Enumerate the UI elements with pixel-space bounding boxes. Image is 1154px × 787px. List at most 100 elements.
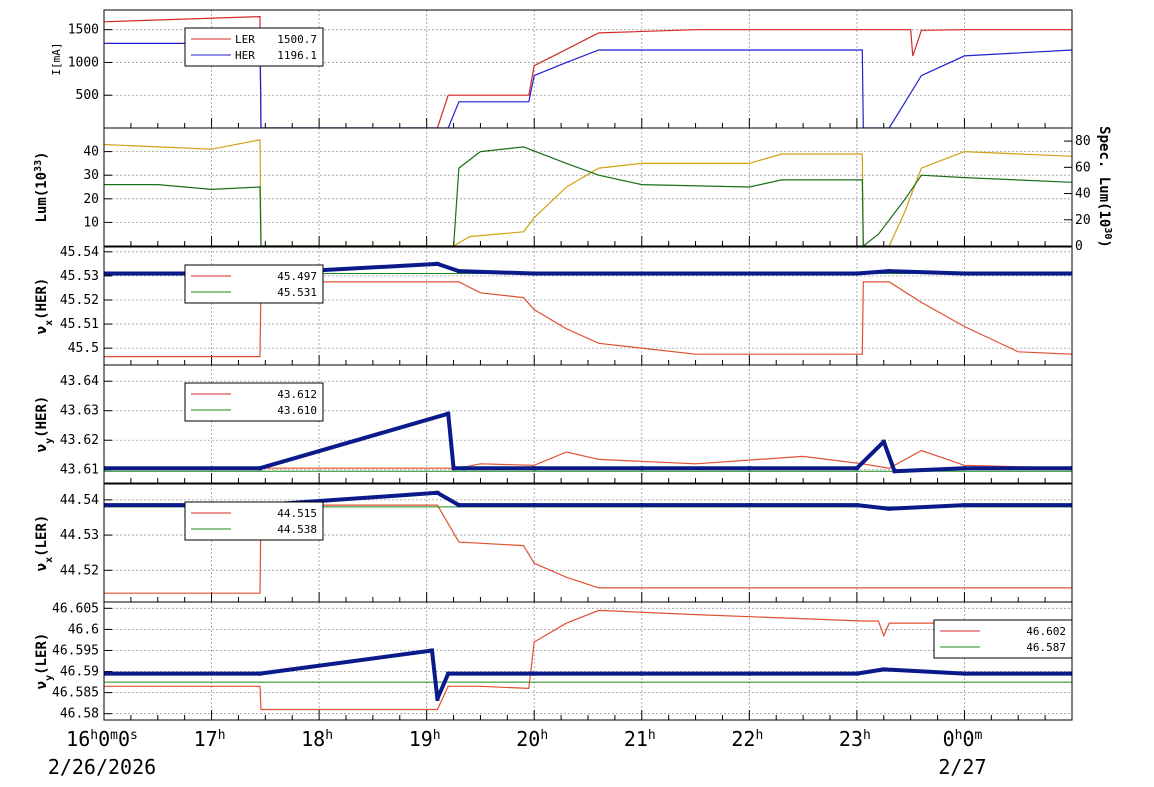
series-group bbox=[104, 609, 1072, 711]
y-axis-label: νy(LER) bbox=[34, 633, 55, 690]
legend-value: 43.610 bbox=[277, 404, 317, 417]
data-point bbox=[962, 466, 967, 471]
y-tick-label: 1000 bbox=[68, 55, 99, 70]
data-point bbox=[532, 671, 537, 676]
data-point bbox=[639, 671, 644, 676]
series-group bbox=[104, 261, 1072, 358]
data-point bbox=[532, 271, 537, 276]
y-tick-label: 20 bbox=[83, 192, 99, 207]
x-tick-label: 17h bbox=[194, 727, 226, 751]
y-axis-label: νx(LER) bbox=[34, 515, 55, 572]
data-point bbox=[462, 466, 467, 471]
y-tick-label: 43.64 bbox=[60, 374, 99, 389]
series-meas bbox=[104, 261, 1072, 276]
legend: 43.612 43.610 bbox=[184, 382, 324, 422]
panel-current: 500 1000 1500 I[mA] LER 1500.7 HER 1196.1 bbox=[50, 9, 1073, 129]
x-tick-label: 16h0m0s bbox=[66, 727, 138, 751]
panel-luminosity: 10 20 30 40 0 20 40 60 80 Spec. Lum(1030) Lum(1033… bbox=[33, 126, 1114, 254]
y-tick-label: 46.605 bbox=[52, 601, 99, 616]
x-date-label: 2/27 bbox=[938, 755, 986, 779]
legend: LER 1500.7 HER 1196.1 bbox=[184, 27, 324, 67]
legend-value: 43.612 bbox=[277, 388, 317, 401]
legend-value: 1500.7 bbox=[277, 33, 317, 46]
y-tick-label: 46.59 bbox=[60, 665, 99, 680]
y-tick-label: 44.54 bbox=[60, 493, 99, 508]
data-point bbox=[747, 503, 752, 508]
legend: 44.515 44.538 bbox=[184, 501, 324, 541]
panel-nuy_her: 43.61 43.62 43.63 43.64 νy(HER) 43.612 43.610 bbox=[34, 364, 1073, 484]
x-tick-label: 20h bbox=[516, 727, 548, 751]
data-point bbox=[532, 503, 537, 508]
series-group bbox=[104, 411, 1072, 474]
series-set bbox=[104, 449, 1072, 469]
legend-box bbox=[184, 27, 324, 67]
legend: 46.602 46.587 bbox=[933, 619, 1073, 659]
series-group bbox=[104, 15, 1072, 128]
y2-tick-label: 40 bbox=[1075, 187, 1091, 202]
x-axis: 16h0m0s 17h 18h 19h 20h 21h 22h 23h 0h0m 2/26/202… bbox=[48, 727, 987, 779]
data-point bbox=[446, 671, 451, 676]
y2-axis-label: Spec. Lum(1030) bbox=[1096, 126, 1114, 248]
series-set bbox=[104, 281, 1072, 358]
y-tick-label: 44.53 bbox=[60, 528, 99, 543]
series-meas-band bbox=[104, 411, 1072, 474]
legend-value: 46.602 bbox=[1026, 625, 1066, 638]
data-point bbox=[854, 503, 859, 508]
grid bbox=[104, 128, 1072, 246]
y-tick-label: 44.52 bbox=[60, 563, 99, 578]
x-tick-label: 21h bbox=[624, 727, 656, 751]
y-tick-label: 45.54 bbox=[60, 245, 99, 260]
series-set bbox=[104, 609, 1072, 711]
x-tick-label: 23h bbox=[839, 727, 871, 751]
data-point bbox=[747, 271, 752, 276]
series-meas bbox=[104, 490, 1072, 511]
data-point bbox=[887, 506, 892, 511]
grid bbox=[104, 602, 1072, 720]
y-tick-label: 45.5 bbox=[68, 341, 99, 356]
x-date-label: 2/26/2026 bbox=[48, 755, 156, 779]
data-point bbox=[854, 466, 859, 471]
y-tick-label: 40 bbox=[83, 145, 99, 160]
legend-value: 45.497 bbox=[277, 270, 317, 283]
data-point bbox=[1070, 271, 1072, 276]
series-group bbox=[104, 139, 1072, 246]
panel-frame bbox=[103, 601, 1073, 721]
panel-nux_ler: 44.52 44.53 44.54 νx(LER) 44.515 44.538 bbox=[34, 483, 1073, 603]
data-point bbox=[881, 439, 886, 444]
legend-value: 45.531 bbox=[277, 286, 317, 299]
y-tick-label: 43.63 bbox=[60, 404, 99, 419]
data-point bbox=[881, 667, 886, 672]
y-tick-label: 30 bbox=[83, 168, 99, 183]
data-point bbox=[532, 466, 537, 471]
data-point bbox=[962, 503, 967, 508]
data-point bbox=[747, 466, 752, 471]
data-point bbox=[892, 469, 897, 474]
series-Lum bbox=[104, 139, 1072, 246]
x-tick-label: 0h0m bbox=[943, 727, 983, 751]
y2-tick-label: 0 bbox=[1075, 239, 1083, 254]
y-tick-label: 10 bbox=[83, 215, 99, 230]
data-point bbox=[435, 696, 440, 701]
legend-value: 44.515 bbox=[277, 507, 317, 520]
data-point bbox=[1070, 466, 1072, 471]
y2-tick-label: 80 bbox=[1075, 134, 1091, 149]
data-point bbox=[104, 466, 106, 471]
y-tick-label: 43.61 bbox=[60, 463, 99, 478]
legend: 45.497 45.531 bbox=[184, 264, 324, 304]
legend-value: 1196.1 bbox=[277, 49, 317, 62]
y2-tick-label: 20 bbox=[1075, 213, 1091, 228]
y-tick-label: 46.595 bbox=[52, 643, 99, 658]
y-tick-label: 500 bbox=[76, 88, 99, 103]
series-meas bbox=[104, 411, 1072, 474]
y2-tick-label: 60 bbox=[1075, 160, 1091, 175]
data-point bbox=[456, 503, 461, 508]
data-point bbox=[747, 671, 752, 676]
legend-value: 46.587 bbox=[1026, 641, 1066, 654]
y-tick-label: 1500 bbox=[68, 23, 99, 38]
legend-box bbox=[933, 619, 1073, 659]
y-tick-label: 45.52 bbox=[60, 293, 99, 308]
data-point bbox=[104, 503, 106, 508]
legend-label: LER bbox=[235, 33, 255, 46]
y-tick-label: 45.53 bbox=[60, 269, 99, 284]
